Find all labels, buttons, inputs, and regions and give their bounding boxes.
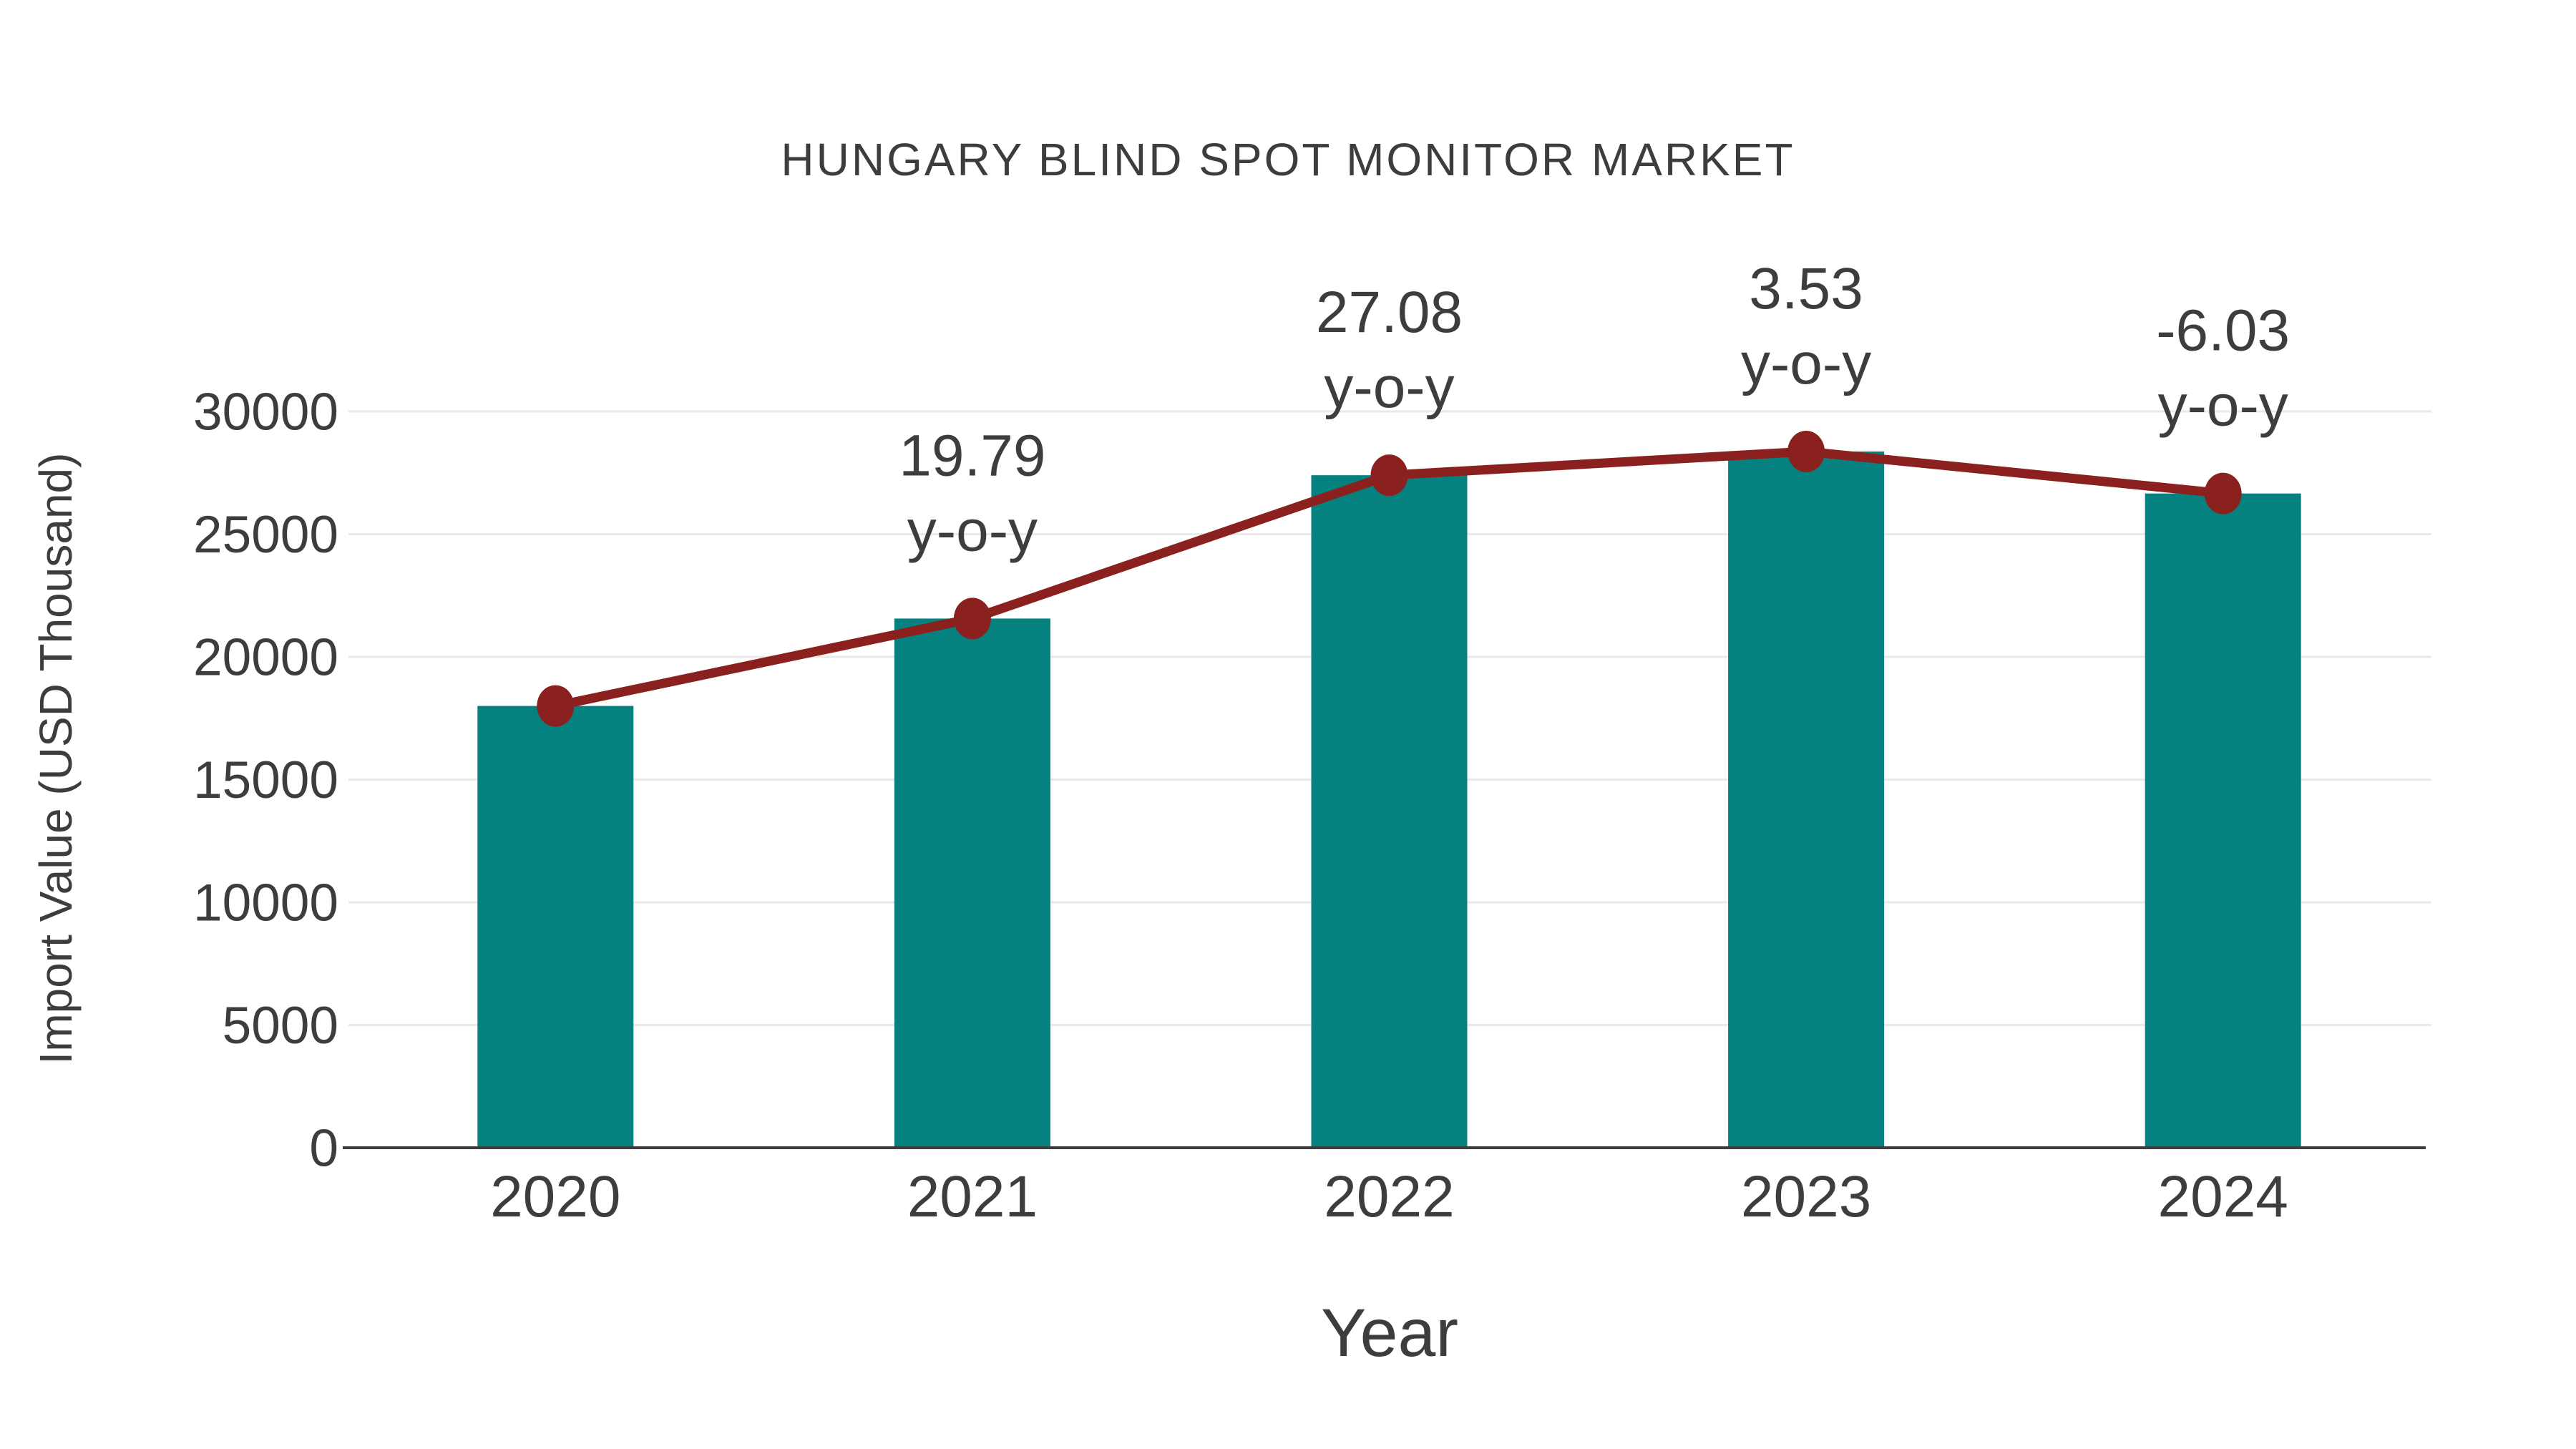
annotation-value-2023: 3.53	[1749, 256, 1863, 321]
bar-2024	[2145, 493, 2301, 1148]
bar-2023	[1728, 451, 1885, 1148]
marker-2021	[953, 597, 991, 640]
y-tick-label-15000: 15000	[193, 751, 338, 809]
annotation-value-2024: -6.03	[2156, 298, 2290, 364]
y-tick-label-0: 0	[309, 1120, 338, 1178]
x-tick-label-2020: 2020	[490, 1164, 620, 1229]
bar-2021	[894, 618, 1050, 1148]
yoy-annotations: 19.79 y-o-y 27.08 y-o-y 3.53 y-o-y -6.03 y-o-y	[899, 256, 2290, 563]
y-tick-label-25000: 25000	[193, 506, 338, 564]
marker-2023	[1787, 430, 1825, 472]
x-tick-label-2022: 2022	[1324, 1164, 1454, 1229]
x-tick-label-2023: 2023	[1741, 1164, 1871, 1229]
x-tick-labels: 2020 2021 2022 2023 2024	[490, 1164, 2288, 1229]
y-tick-label-20000: 20000	[193, 629, 338, 687]
marker-2024	[2204, 472, 2242, 514]
marker-2022	[1370, 454, 1408, 497]
x-tick-label-2021: 2021	[907, 1164, 1038, 1229]
annotation-label-2021: y-o-y	[907, 498, 1038, 563]
annotation-value-2021: 19.79	[899, 423, 1045, 488]
y-tick-label-30000: 30000	[193, 384, 338, 441]
y-tick-label-10000: 10000	[193, 874, 338, 932]
marker-2020	[537, 685, 575, 727]
y-tick-label-5000: 5000	[223, 997, 338, 1055]
x-axis-title: Year	[1321, 1295, 1458, 1371]
annotation-label-2023: y-o-y	[1741, 331, 1871, 396]
annotation-value-2022: 27.08	[1316, 280, 1463, 345]
annotation-label-2022: y-o-y	[1324, 355, 1454, 420]
annotation-label-2024: y-o-y	[2158, 374, 2288, 439]
bar-2022	[1311, 475, 1468, 1148]
y-tick-labels: 0 5000 10000 15000 20000 25000 30000	[193, 384, 338, 1178]
y-axis-title: Import Value (USD Thousand)	[30, 453, 82, 1065]
chart-title: HUNGARY BLIND SPOT MONITOR MARKET	[781, 134, 1795, 185]
bars	[477, 451, 2301, 1148]
x-tick-label-2024: 2024	[2157, 1164, 2288, 1229]
trend-line	[537, 430, 2242, 727]
bar-2020	[477, 706, 634, 1148]
